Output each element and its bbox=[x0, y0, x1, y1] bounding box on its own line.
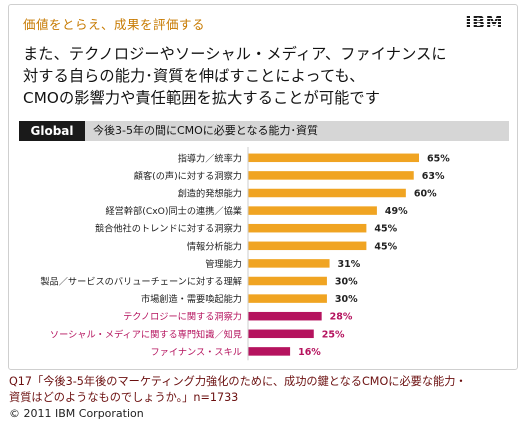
caption-line-1: Q17「今後3-5年後のマーケティング力強化のために、成功の鍵となるCMOに必要… bbox=[9, 375, 467, 388]
value-label: 65% bbox=[427, 153, 450, 164]
ibm-logo: IBM bbox=[465, 13, 503, 33]
chart-title: 今後3-5年の間にCMOに必要となる能力･資質 bbox=[93, 124, 318, 137]
category-label: 製品／サービスのバリューチェーンに対する理解 bbox=[40, 276, 242, 288]
copyright: © 2011 IBM Corporation bbox=[9, 407, 144, 420]
value-label: 25% bbox=[322, 329, 345, 340]
bar bbox=[248, 329, 314, 339]
category-label: 創造的発想能力 bbox=[178, 188, 242, 200]
bar bbox=[248, 294, 327, 303]
slide-subtitle: 価値をとらえ、成果を評価する bbox=[23, 17, 206, 32]
value-label: 31% bbox=[338, 259, 361, 270]
category-label: 競合他社のトレンドに対する洞察力 bbox=[95, 223, 242, 235]
bar bbox=[248, 171, 414, 180]
caption-line-2: 資質はどのようなものでしょうか。」n=1733 bbox=[9, 391, 239, 404]
category-label: 経営幹部(CxO)同士の連携／協業 bbox=[105, 205, 242, 217]
bar bbox=[248, 347, 291, 356]
value-label: 30% bbox=[335, 294, 358, 305]
region-badge: Global bbox=[19, 121, 85, 141]
category-label: 顧客(の声)に対する洞察力 bbox=[134, 170, 242, 182]
value-label: 28% bbox=[330, 312, 353, 323]
bar bbox=[248, 311, 322, 321]
value-label: 63% bbox=[422, 171, 445, 182]
bar-chart: 指導力／統率力 65% 顧客(の声)に対する洞察力 63% 創造的発想能力 60% 経営幹部… bbox=[40, 147, 450, 361]
category-label: ファイナンス・スキル bbox=[150, 347, 242, 358]
category-label: 指導力／統率力 bbox=[178, 152, 242, 164]
headline: また、テクノロジーやソーシャル・メディア、ファイナンスに 対する自らの能力･資質… bbox=[23, 43, 513, 109]
caption: Q17「今後3-5年後のマーケティング力強化のために、成功の鍵となるCMOに必要… bbox=[9, 374, 524, 422]
category-label: 市場創造・需要喚起能力 bbox=[141, 293, 242, 305]
category-label: テクノロジーに関する洞察力 bbox=[123, 311, 242, 323]
value-label: 16% bbox=[298, 347, 321, 358]
bar bbox=[248, 276, 327, 286]
value-label: 45% bbox=[374, 241, 397, 252]
headline-line-3: CMOの影響力や責任範囲を拡大することが可能です bbox=[23, 89, 380, 107]
chart-header-bar: Global 今後3-5年の間にCMOに必要となる能力･資質 bbox=[19, 121, 509, 141]
bar bbox=[248, 188, 406, 198]
headline-line-1: また、テクノロジーやソーシャル・メディア、ファイナンスに bbox=[23, 45, 447, 63]
slide-panel: 価値をとらえ、成果を評価する IBM また、テクノロジーやソーシャル・メディア、… bbox=[8, 4, 518, 370]
value-label: 49% bbox=[385, 206, 408, 217]
value-label: 45% bbox=[374, 224, 397, 235]
bar bbox=[248, 206, 377, 215]
headline-line-2: 対する自らの能力･資質を伸ばすことによっても、 bbox=[23, 67, 365, 85]
bar bbox=[248, 241, 367, 251]
bar bbox=[248, 153, 419, 163]
value-label: 30% bbox=[335, 277, 358, 288]
category-label: 情報分析能力 bbox=[187, 240, 242, 252]
slide-header: 価値をとらえ、成果を評価する IBM bbox=[9, 5, 517, 39]
value-label: 60% bbox=[414, 189, 437, 200]
category-label: 管理能力 bbox=[205, 258, 242, 270]
category-label: ソーシャル・メディアに関する専門知識／知見 bbox=[50, 328, 242, 340]
bar bbox=[248, 223, 367, 233]
bar bbox=[248, 259, 330, 268]
